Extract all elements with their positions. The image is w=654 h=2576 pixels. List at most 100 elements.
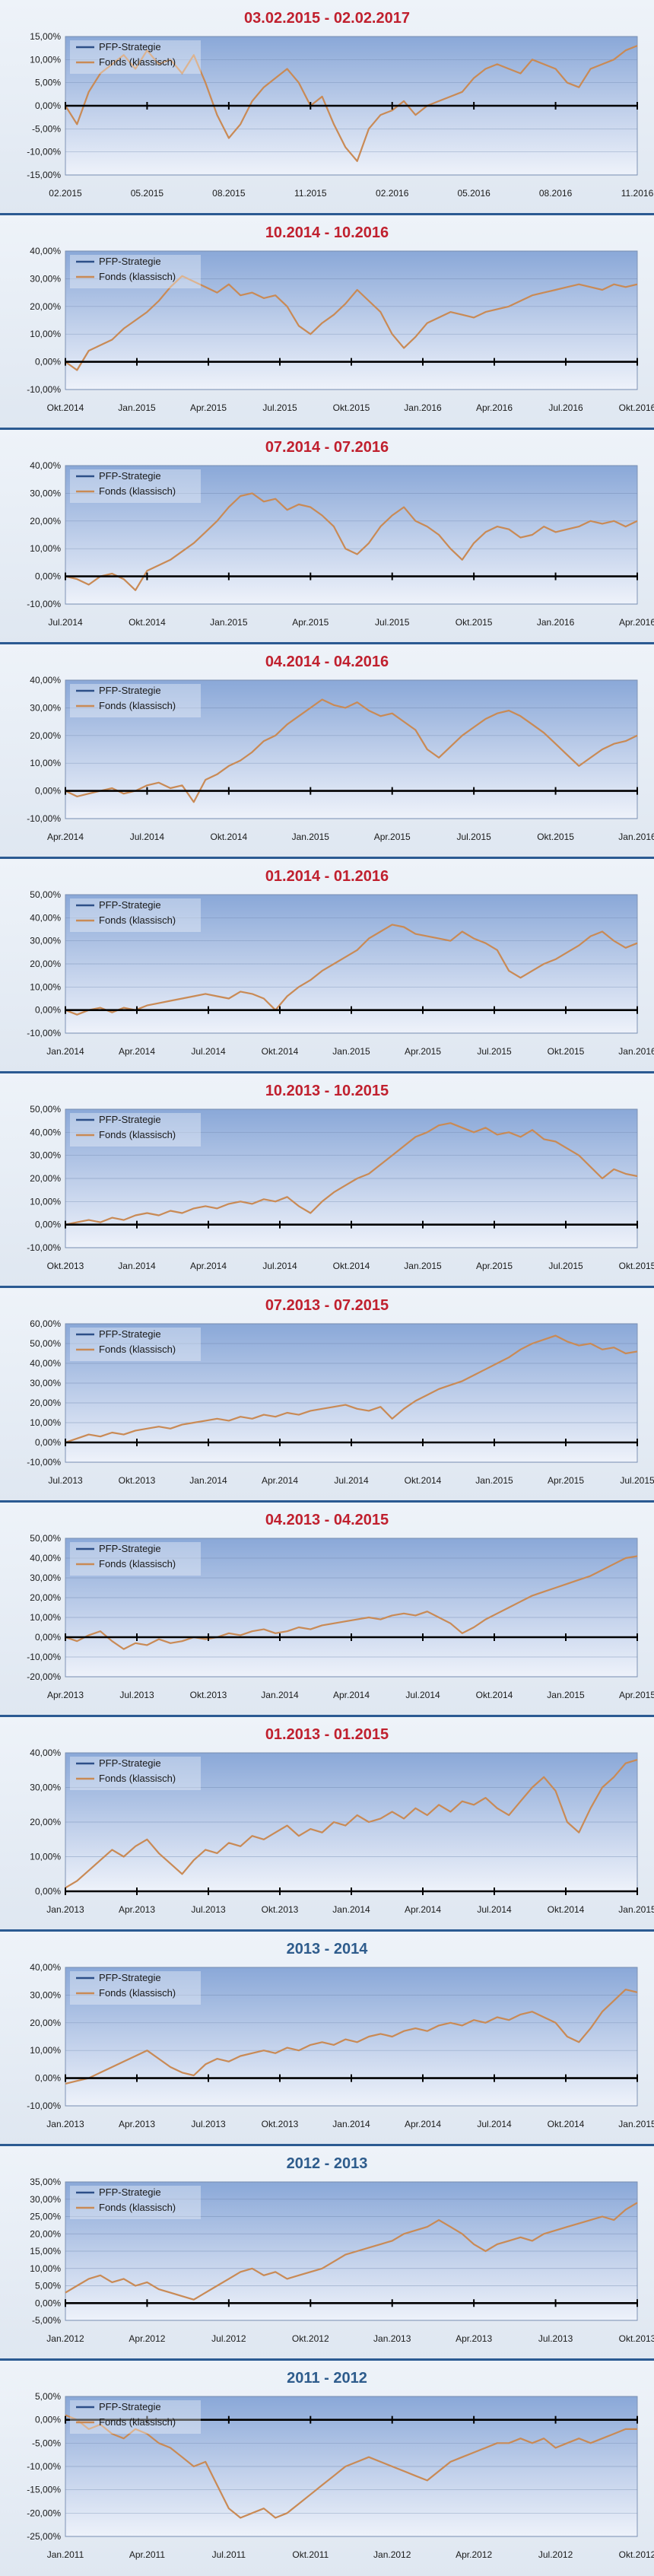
x-tick-label: 02.2016 bbox=[376, 188, 409, 199]
y-tick-label: 5,00% bbox=[35, 2391, 61, 2402]
y-tick-label: 40,00% bbox=[30, 912, 61, 923]
y-tick-label: 60,00% bbox=[30, 1318, 61, 1329]
chart-separator bbox=[0, 857, 654, 859]
series-line-fonds bbox=[65, 45, 638, 162]
chart-title: 07.2014 - 07.2016 bbox=[265, 439, 389, 456]
y-tick-label: 40,00% bbox=[30, 1127, 61, 1137]
chart-title: 10.2013 - 10.2015 bbox=[265, 1083, 389, 1099]
chart-panel: 10.2014 - 10.2016 40,00% 30,00% 20,00% 10,00… bbox=[0, 215, 654, 429]
x-tick-label: Jul.2014 bbox=[405, 1690, 440, 1700]
legend-entry: Fonds (klassisch) bbox=[99, 1773, 176, 1784]
x-tick-label: Jul.2015 bbox=[375, 617, 410, 628]
x-tick-label: Apr.2015 bbox=[548, 1475, 584, 1486]
y-tick-label: 30,00% bbox=[30, 273, 61, 284]
x-tick-label: Okt.2014 bbox=[129, 617, 166, 628]
x-tick-label: Okt.2014 bbox=[405, 1475, 442, 1486]
legend-bg bbox=[70, 469, 201, 503]
y-tick-label: 0,00% bbox=[35, 1632, 61, 1643]
y-tick-label: -10,00% bbox=[27, 1652, 61, 1662]
y-tick-label: -10,00% bbox=[27, 384, 61, 395]
x-tick-label: Jul.2012 bbox=[538, 2549, 573, 2560]
y-tick-label: -20,00% bbox=[27, 1671, 61, 1682]
legend: PFP-Strategie Fonds (klassisch) bbox=[70, 2400, 201, 2434]
x-tick-label: Jul.2014 bbox=[477, 1904, 512, 1915]
legend-bg bbox=[70, 2400, 201, 2434]
plot-area bbox=[65, 250, 638, 390]
y-tick-label: -10,00% bbox=[27, 1028, 61, 1038]
series-line-fonds bbox=[65, 1122, 638, 1226]
y-tick-label: -10,00% bbox=[27, 813, 61, 824]
y-tick-label: 10,00% bbox=[30, 1852, 61, 1862]
legend: PFP-Strategie Fonds (klassisch) bbox=[70, 40, 201, 74]
chart-panel: 04.2013 - 04.2015 50,00% 40,00% 30,00% 20,00… bbox=[0, 1502, 654, 1716]
x-tick-label: Jan.2016 bbox=[404, 402, 442, 413]
x-tick-label: Apr.2015 bbox=[476, 1261, 513, 1271]
x-tick-label: Okt.2013 bbox=[262, 1904, 299, 1915]
legend-entry: Fonds (klassisch) bbox=[99, 700, 176, 711]
x-tick-label: Apr.2012 bbox=[456, 2549, 492, 2560]
x-tick-label: Jan.2013 bbox=[373, 2333, 411, 2344]
y-tick-label: 20,00% bbox=[30, 2228, 61, 2239]
x-tick-label: Apr.2013 bbox=[119, 2119, 155, 2129]
chart-separator bbox=[0, 428, 654, 430]
x-tick-label: Okt.2013 bbox=[619, 2333, 654, 2344]
y-tick-label: 30,00% bbox=[30, 1378, 61, 1388]
x-tick-label: Okt.2014 bbox=[211, 832, 248, 842]
x-tick-label: Jan.2015 bbox=[547, 1690, 585, 1700]
x-tick-label: Okt.2015 bbox=[548, 1046, 585, 1057]
y-tick-label: 30,00% bbox=[30, 1573, 61, 1583]
chart-svg: 04.2013 - 04.2015 50,00% 40,00% 30,00% 20,00… bbox=[27, 1512, 654, 1700]
y-tick-label: -10,00% bbox=[27, 147, 61, 157]
x-tick-label: Jul.2012 bbox=[211, 2333, 246, 2344]
x-tick-label: Okt.2014 bbox=[548, 2119, 585, 2129]
x-tick-label: Okt.2015 bbox=[619, 1261, 654, 1271]
legend-bg bbox=[70, 1971, 201, 2005]
x-tick-label: Okt.2016 bbox=[619, 402, 654, 413]
plot-area bbox=[65, 679, 638, 819]
x-tick-label: Apr.2014 bbox=[47, 832, 84, 842]
x-tick-label: Okt.2011 bbox=[292, 2549, 329, 2560]
x-tick-label: Jul.2013 bbox=[538, 2333, 573, 2344]
y-tick-label: -10,00% bbox=[27, 2101, 61, 2111]
y-tick-label: -15,00% bbox=[27, 170, 61, 180]
series-line-fonds bbox=[65, 492, 638, 591]
legend: PFP-Strategie Fonds (klassisch) bbox=[70, 2186, 201, 2219]
y-tick-label: 10,00% bbox=[30, 758, 61, 768]
chart-separator bbox=[0, 2144, 654, 2146]
series-line-fonds bbox=[65, 1555, 638, 1650]
legend-entry: Fonds (klassisch) bbox=[99, 1129, 176, 1140]
x-tick-label: Jul.2015 bbox=[262, 402, 297, 413]
legend-bg bbox=[70, 2186, 201, 2219]
x-tick-label: Apr.2015 bbox=[619, 1690, 654, 1700]
y-tick-label: 0,00% bbox=[35, 2415, 61, 2425]
chart-panel: 07.2014 - 07.2016 40,00% 30,00% 20,00% 10,00… bbox=[0, 429, 654, 644]
legend-entry: Fonds (klassisch) bbox=[99, 485, 176, 497]
chart-panel: 03.02.2015 - 02.02.2017 15,00% 10,00% 5,00%… bbox=[0, 0, 654, 215]
x-tick-label: Okt.2014 bbox=[47, 402, 84, 413]
y-tick-label: 30,00% bbox=[30, 1783, 61, 1793]
y-tick-label: 20,00% bbox=[30, 2018, 61, 2028]
legend: PFP-Strategie Fonds (klassisch) bbox=[70, 469, 201, 503]
x-tick-label: Jan.2016 bbox=[618, 832, 654, 842]
x-tick-label: Jul.2013 bbox=[119, 1690, 154, 1700]
y-tick-label: 25,00% bbox=[30, 2212, 61, 2222]
legend-entry: Fonds (klassisch) bbox=[99, 271, 176, 282]
y-tick-label: 50,00% bbox=[30, 1104, 61, 1115]
chart-svg: 04.2014 - 04.2016 40,00% 30,00% 20,00% 10,00… bbox=[27, 654, 654, 842]
y-tick-label: 20,00% bbox=[30, 1592, 61, 1603]
x-tick-label: Jul.2014 bbox=[191, 1046, 226, 1057]
chart-title: 10.2014 - 10.2016 bbox=[265, 224, 389, 241]
y-tick-label: 40,00% bbox=[30, 246, 61, 256]
chart-panel: 2011 - 2012 5,00% 0,00% -5,00% -10,00% -15,00… bbox=[0, 2360, 654, 2576]
series-line-fonds bbox=[65, 1989, 638, 2085]
y-tick-label: 20,00% bbox=[30, 1173, 61, 1184]
legend-entry: Fonds (klassisch) bbox=[99, 1987, 176, 1999]
y-tick-label: 30,00% bbox=[30, 936, 61, 946]
legend-entry: Fonds (klassisch) bbox=[99, 914, 176, 926]
x-tick-label: Jan.2013 bbox=[46, 2119, 84, 2129]
chart-title: 2012 - 2013 bbox=[287, 2155, 368, 2172]
x-tick-label: Okt.2014 bbox=[548, 1904, 585, 1915]
y-tick-label: 20,00% bbox=[30, 516, 61, 526]
x-tick-label: 11.2015 bbox=[294, 188, 327, 199]
